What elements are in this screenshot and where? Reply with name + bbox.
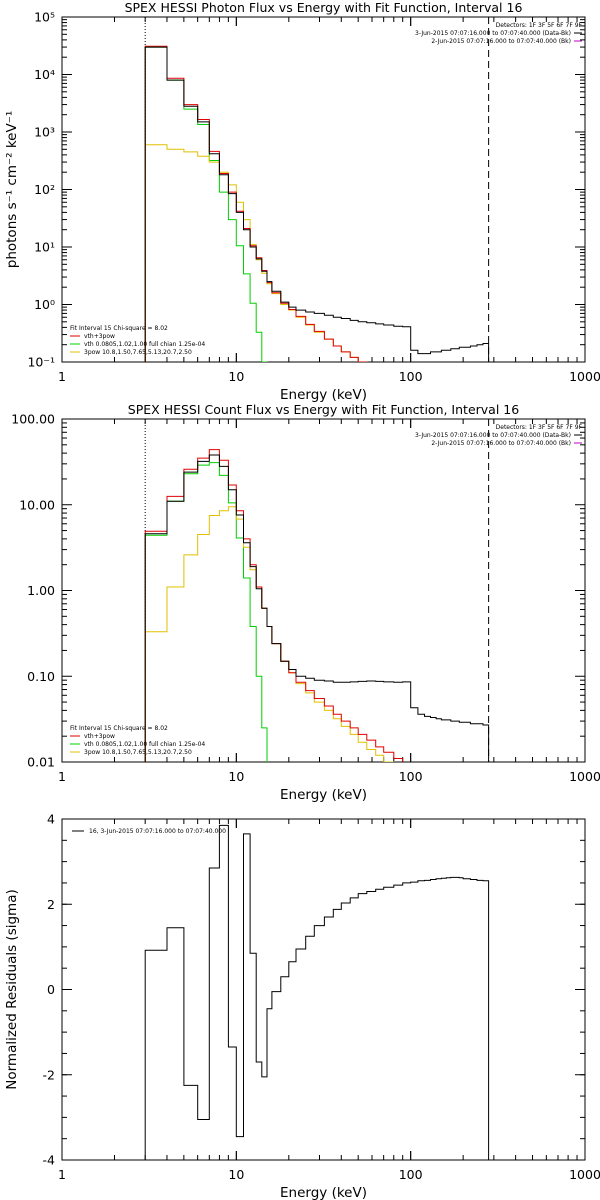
chart-panel-1: SPEX HESSI Photon Flux vs Energy with Fi… (4, 0, 600, 403)
y-axis-label: photons s⁻¹ cm⁻² keV⁻¹ (4, 111, 20, 269)
y-axis-ticks: 0.01 0.10 1.00 10.00 100.00 (11, 412, 585, 770)
y-tick-label: 0.10 (27, 669, 55, 684)
y-axis-ticks: 10⁻¹ 10⁰ 10¹ 10² 10³ 10⁴ 10⁵ (27, 10, 585, 370)
series-line-3pow (144, 144, 368, 362)
y-tick-label: 0 (47, 982, 55, 997)
legend-entry: 2-Jun-2015 07:07:16.000 to 07:07:40.000 … (431, 440, 571, 447)
series-group (144, 449, 490, 762)
x-tick-label: 10 (228, 769, 244, 784)
legend-entry: vth 0.0805,1.02,1.00 full chian 1.25e-04 (84, 741, 205, 748)
x-tick-label: 100 (399, 369, 423, 384)
plot-frame (61, 16, 586, 363)
chart-panel-3: 1 10 100 1000 Energy (keV) -4 -2 0 2 4 Normalized … (4, 812, 600, 1200)
plot-frame (61, 418, 586, 763)
fit-info: Fit Interval 15 Chi-square = 8.02 (70, 325, 168, 332)
x-tick-label: 10 (228, 369, 244, 384)
fit-legend: Fit Interval 15 Chi-square = 8.02vth+3po… (70, 725, 205, 756)
y-tick-label: -2 (43, 1067, 55, 1082)
y-axis-label: Normalized Residuals (sigma) (4, 889, 20, 1090)
y-tick-label: 10³ (34, 125, 55, 140)
series-group (144, 45, 490, 362)
x-axis-ticks: 1 10 100 1000 (58, 419, 600, 784)
plot-frame (61, 818, 586, 1161)
fit-legend: Fit Interval 15 Chi-square = 8.02vth+3po… (70, 325, 205, 356)
x-tick-label: 1000 (569, 369, 600, 384)
y-tick-label: 10¹ (34, 240, 55, 255)
x-axis-ticks: 1 10 100 1000 (58, 17, 600, 384)
x-axis-label: Energy (keV) (280, 387, 367, 403)
x-tick-label: 100 (399, 1167, 423, 1182)
y-tick-label: 10² (34, 182, 55, 197)
series-line-3jun2015 (144, 454, 490, 762)
series-line-vth3pow (144, 45, 368, 362)
legend-entry: Detectors: 1F 3F 5F 6F 7F 9F (496, 424, 583, 431)
y-tick-label: 10⁰ (34, 297, 55, 312)
y-tick-label: 4 (47, 812, 55, 827)
x-axis-label: Energy (keV) (280, 787, 367, 803)
y-tick-label: 100.00 (11, 412, 55, 427)
y-tick-label: 10.00 (19, 497, 55, 512)
y-tick-label: 10⁵ (34, 10, 55, 25)
legend-entry: 3-Jun-2015 07:07:16.000 to 07:07:40.000 … (415, 30, 571, 37)
legend-entry: Detectors: 1F 3F 5F 6F 7F 9F (496, 22, 583, 29)
x-tick-label: 1 (58, 769, 66, 784)
chart-panel-2: SPEX HESSI Count Flux vs Energy with Fit… (11, 402, 600, 803)
legend-top: 16, 3-Jun-2015 07:07:16.000 to 07:07:40.… (72, 828, 226, 835)
x-tick-label: 1 (58, 369, 66, 384)
legend-entry: vth+3pow (84, 333, 115, 340)
legend-top: Detectors: 1F 3F 5F 6F 7F 9F3-Jun-2015 0… (415, 424, 582, 447)
x-tick-label: 100 (399, 769, 423, 784)
legend-entry: 3-Jun-2015 07:07:16.000 to 07:07:40.000 … (415, 432, 571, 439)
chart-title: SPEX HESSI Count Flux vs Energy with Fit… (128, 402, 519, 417)
legend-entry: 3pow 10.8,1.50,7.65,5.13,20.7,2.50 (84, 749, 192, 756)
legend-top: Detectors: 1F 3F 5F 6F 7F 9F3-Jun-2015 0… (415, 22, 582, 45)
y-tick-label: -4 (43, 1153, 56, 1168)
legend-entry: 16, 3-Jun-2015 07:07:16.000 to 07:07:40.… (89, 828, 226, 835)
y-axis-ticks: -4 -2 0 2 4 (43, 812, 585, 1168)
y-tick-label: 10⁴ (34, 67, 55, 82)
y-tick-label: 0.01 (27, 755, 55, 770)
fit-info: Fit Interval 15 Chi-square = 8.02 (70, 725, 168, 732)
y-tick-label: 2 (47, 897, 55, 912)
series-line-3jun2015 (144, 46, 490, 362)
series-group (144, 824, 490, 1160)
legend-entry: 3pow 10.8,1.50,7.65,5.13,20.7,2.50 (84, 349, 192, 356)
series-line-vth3pow (144, 449, 404, 762)
x-tick-label: 10 (228, 1167, 244, 1182)
y-tick-label: 1.00 (27, 583, 55, 598)
x-axis-label: Energy (keV) (280, 1185, 367, 1200)
x-tick-label: 1000 (569, 1167, 600, 1182)
legend-entry: 2-Jun-2015 07:07:16.000 to 07:07:40.000 … (431, 38, 571, 45)
x-tick-label: 1 (58, 1167, 66, 1182)
series-line-16 (144, 824, 490, 1160)
y-tick-label: 10⁻¹ (27, 355, 55, 370)
legend-entry: vth+3pow (84, 733, 115, 740)
legend-entry: vth 0.0805,1.02,1.00 full chian 1.25e-04 (84, 341, 205, 348)
chart-title: SPEX HESSI Photon Flux vs Energy with Fi… (125, 0, 523, 15)
x-axis-ticks: 1 10 100 1000 (58, 819, 600, 1182)
series-line-3pow (144, 506, 395, 762)
x-tick-label: 1000 (569, 769, 600, 784)
